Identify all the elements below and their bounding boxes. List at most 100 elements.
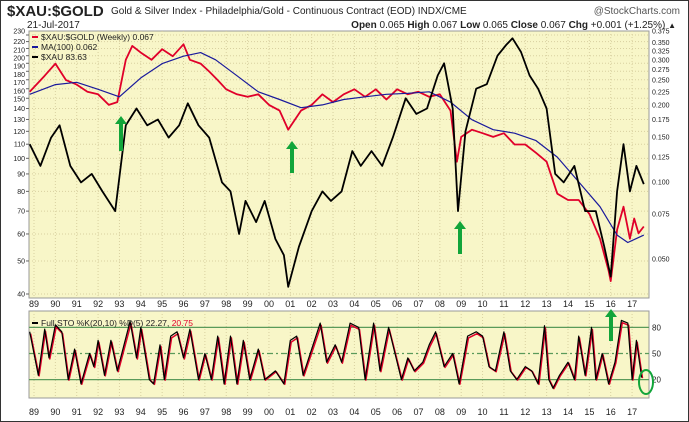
open-label: Open (351, 20, 377, 31)
green-up-arrow-icon (605, 309, 617, 341)
legend-swatch (32, 322, 38, 324)
stoch-k-line (29, 319, 643, 389)
green-up-arrow-icon (286, 141, 298, 173)
left-tick-label: 160 (13, 88, 25, 95)
left-tick-label: 220 (13, 39, 25, 46)
chg-label: Chg (568, 20, 589, 31)
x-tick-label: 15 (584, 407, 594, 417)
x-tick-label: 93 (114, 299, 124, 309)
left-tick-label: 110 (14, 142, 25, 149)
high-label: High (407, 20, 430, 31)
description: Gold & Silver Index - Philadelphia/Gold … (111, 6, 467, 17)
left-tick-label: 70 (17, 209, 25, 216)
left-tick-label: 190 (13, 64, 25, 71)
low-value: 0.065 (482, 20, 508, 31)
left-tick-label: 150 (13, 96, 25, 103)
left-tick-label: 200 (13, 55, 25, 62)
left-tick-label: 40 (17, 292, 25, 299)
right-tick-label: 0.275 (652, 67, 670, 74)
x-tick-label: 97 (200, 299, 210, 309)
legend-label: $XAU:$GOLD (Weekly) 0.067 (41, 32, 154, 42)
stoch-tick-label: 80 (652, 323, 661, 332)
x-tick-label: 90 (50, 299, 60, 309)
x-tick-label: 00 (264, 407, 274, 417)
x-tick-label: 95 (157, 407, 167, 417)
x-tick-label: 89 (29, 407, 39, 417)
x-tick-label: 13 (542, 299, 552, 309)
x-tick-label: 89 (29, 299, 39, 309)
stoch-tick-label: 50 (652, 350, 661, 359)
left-tick-label: 50 (17, 258, 25, 265)
x-tick-label: 01 (285, 407, 295, 417)
x-tick-label: 95 (157, 299, 167, 309)
ohlc-summary: Open 0.065 High 0.067 Low 0.065 Close 0.… (351, 20, 676, 31)
right-tick-label: 0.350 (652, 40, 670, 47)
symbol-title: $XAU:$GOLD (7, 3, 104, 20)
x-tick-label: 10 (478, 407, 488, 417)
right-tick-label: 0.175 (652, 117, 670, 124)
right-tick-label: 0.075 (652, 211, 670, 218)
x-tick-label: 99 (243, 407, 253, 417)
brand-logo: @StockCharts.com (593, 6, 680, 17)
x-tick-label: 06 (392, 407, 402, 417)
x-tick-label: 08 (435, 407, 445, 417)
left-tick-label: 90 (17, 171, 25, 178)
left-tick-label: 80 (17, 189, 25, 196)
right-tick-label: 0.150 (652, 134, 670, 141)
x-tick-label: 10 (478, 299, 488, 309)
right-tick-label: 0.200 (652, 102, 670, 109)
x-tick-label: 91 (72, 407, 82, 417)
x-tick-label: 05 (371, 407, 381, 417)
x-tick-label: 02 (307, 299, 317, 309)
x-tick-label: 17 (627, 299, 637, 309)
chart-date: 21-Jul-2017 (27, 20, 80, 31)
x-tick-label: 94 (136, 407, 146, 417)
x-tick-label: 12 (520, 299, 530, 309)
x-tick-label: 14 (563, 407, 573, 417)
right-tick-label: 0.325 (652, 48, 670, 55)
left-tick-label: 140 (13, 106, 25, 113)
legend-swatch (32, 36, 38, 38)
x-tick-label: 04 (349, 407, 359, 417)
legend-label: $XAU 83.63 (41, 52, 87, 62)
x-tick-label: 03 (328, 407, 338, 417)
x-tick-label: 04 (349, 299, 359, 309)
x-tick-label: 16 (606, 299, 616, 309)
x-tick-label: 99 (243, 299, 253, 309)
right-tick-label: 0.300 (652, 57, 670, 64)
left-tick-label: 180 (13, 72, 25, 79)
left-tick-label: 120 (13, 129, 25, 136)
close-value: 0.067 (540, 20, 566, 31)
main-panel (28, 30, 650, 299)
x-tick-label: 13 (542, 407, 552, 417)
stoch-tick-label: 20 (652, 376, 661, 385)
close-label: Close (510, 20, 538, 31)
x-tick-label: 91 (72, 299, 82, 309)
x-tick-label: 94 (136, 299, 146, 309)
x-tick-label: 07 (413, 299, 423, 309)
x-tick-label: 08 (435, 299, 445, 309)
left-tick-label: 230 (13, 29, 25, 36)
left-tick-label: 100 (13, 156, 25, 163)
legend-label: MA(100) 0.062 (41, 42, 97, 52)
x-tick-label: 93 (114, 407, 124, 417)
up-triangle-icon: ▲ (668, 21, 676, 30)
green-circle-highlight (638, 369, 654, 395)
x-tick-label: 96 (179, 407, 189, 417)
green-up-arrow-icon (115, 116, 127, 151)
x-tick-label: 12 (520, 407, 530, 417)
chg-value: +0.001 (+1.25%) (590, 20, 666, 31)
series-line-1 (29, 51, 645, 244)
x-tick-label: 92 (93, 407, 103, 417)
x-tick-label: 15 (584, 299, 594, 309)
left-tick-label: 60 (17, 231, 25, 238)
x-tick-label: 98 (221, 299, 231, 309)
series-line-0 (29, 43, 645, 283)
x-tick-label: 07 (413, 407, 423, 417)
right-tick-label: 0.375 (652, 29, 670, 36)
x-tick-label: 17 (627, 407, 637, 417)
right-tick-label: 0.050 (652, 257, 670, 264)
right-tick-label: 0.250 (652, 78, 670, 85)
